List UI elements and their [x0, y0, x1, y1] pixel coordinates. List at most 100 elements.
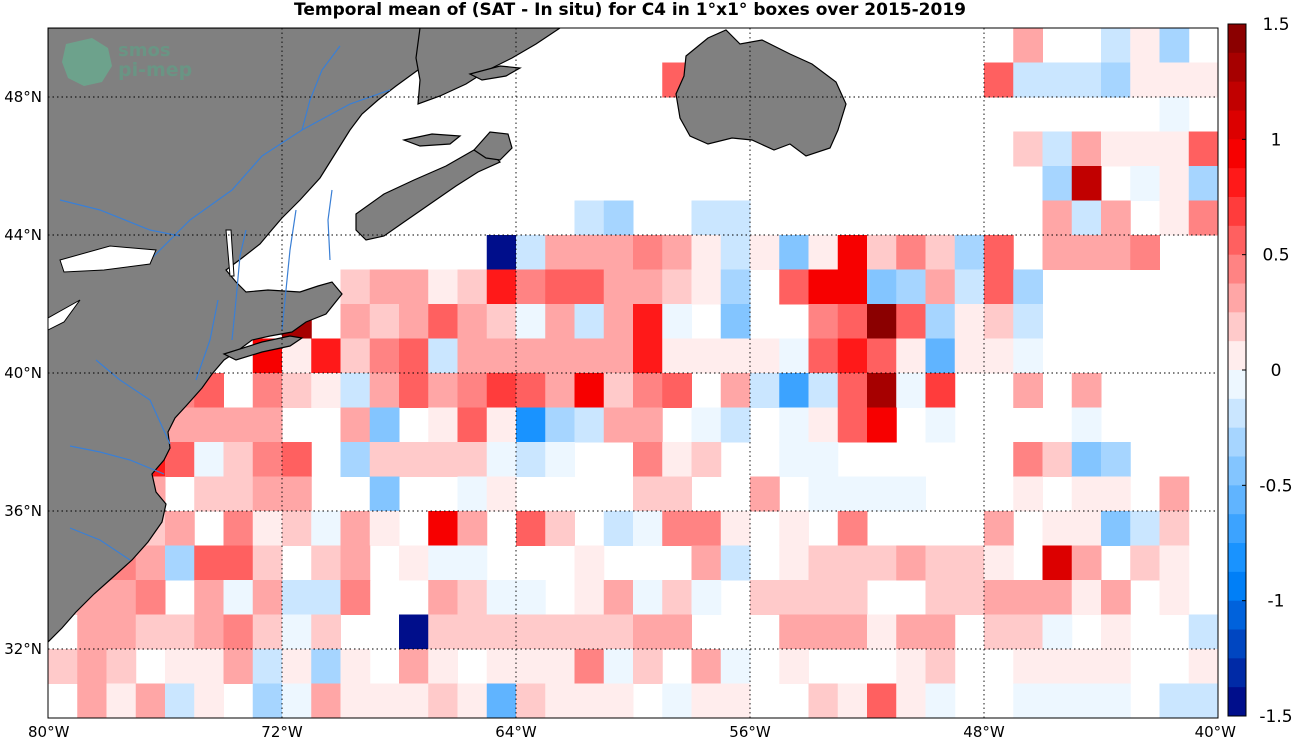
axis-tick-labels: 80°W 72°W 64°W 56°W 48°W 40°W 32°N 36°N 40°N 44°N…: [4, 88, 1236, 739]
heatmap-cell: [720, 511, 751, 546]
heatmap-cell: [1013, 62, 1043, 98]
heatmap-cell: [633, 304, 663, 339]
heatmap-cell: [896, 614, 926, 650]
heatmap-cell: [1071, 649, 1102, 684]
heatmap-cell: [457, 545, 488, 581]
heatmap-cell: [1188, 683, 1218, 718]
colorbar-segment: [1228, 600, 1246, 630]
heatmap-cell: [1013, 373, 1043, 408]
heatmap-cell: [720, 545, 751, 581]
heatmap-cell: [457, 304, 488, 339]
heatmap-cell: [486, 269, 517, 305]
heatmap-cell: [282, 511, 312, 546]
heatmap-cell: [1042, 545, 1073, 581]
heatmap-cell: [867, 407, 897, 443]
heatmap-cell: [399, 545, 429, 581]
heatmap-cell: [1130, 511, 1160, 546]
heatmap-cell: [808, 269, 839, 305]
heatmap-cell: [603, 373, 634, 408]
heatmap-cell: [779, 373, 809, 408]
heatmap-cell: [399, 649, 429, 684]
heatmap-cell: [925, 614, 956, 650]
heatmap-cell: [457, 373, 488, 408]
river-susquehanna: [95, 359, 171, 445]
heatmap-cell: [1042, 683, 1073, 718]
heatmap-cell: [1159, 166, 1190, 201]
land-cape-breton: [473, 131, 513, 161]
heatmap-cell: [369, 407, 400, 443]
heatmap-cell: [165, 511, 195, 546]
heatmap-cell: [399, 683, 429, 718]
colorbar-segment: [1228, 485, 1246, 515]
heatmap-cell: [984, 62, 1014, 98]
heatmap-cell: [1130, 166, 1160, 201]
heatmap-cell: [1101, 235, 1131, 270]
heatmap-cell: [1071, 131, 1102, 167]
lon-tick-label: 40°W: [1195, 723, 1237, 739]
heatmap-cell: [633, 235, 663, 270]
heatmap-cell: [194, 683, 224, 718]
heatmap-cell: [691, 407, 722, 443]
heatmap-cell: [165, 649, 195, 684]
colorbar-segment: [1228, 312, 1246, 342]
heatmap-cell: [223, 442, 254, 477]
heatmap-cell: [545, 614, 575, 650]
heatmap-cell: [925, 545, 956, 581]
heatmap-cell: [925, 304, 956, 339]
heatmap-cell: [252, 545, 283, 581]
heatmap-cell: [574, 649, 605, 684]
heatmap-cell: [1188, 614, 1218, 650]
colorbar-segment: [1228, 341, 1246, 371]
heatmap-cell: [457, 511, 488, 546]
heatmap-cell: [662, 304, 692, 339]
heatmap-cell: [1130, 545, 1160, 581]
heatmap-cell: [691, 649, 722, 684]
heatmap-cell: [896, 338, 926, 374]
heatmap-cell: [1071, 580, 1102, 615]
heatmap-cell: [311, 511, 341, 546]
heatmap-cell: [340, 580, 371, 615]
heatmap-cell: [0, 684, 19, 719]
heatmap-cell: [1159, 97, 1190, 132]
heatmap-cell: [662, 511, 692, 546]
river-hudson: [231, 229, 247, 341]
heatmap-cell: [545, 511, 575, 546]
lat-tick-label: 36°N: [4, 502, 42, 520]
heatmap-cell: [428, 269, 458, 305]
heatmap-cell: [691, 235, 722, 270]
heatmap-cell: [457, 269, 488, 305]
colorbar-segment: [1228, 283, 1246, 313]
heatmap-cell: [1188, 166, 1218, 201]
heatmap-cell: [516, 235, 546, 270]
heatmap-cell: [720, 683, 751, 718]
heatmap-cell: [984, 304, 1014, 339]
heatmap-cell: [837, 683, 868, 718]
heatmap-cell: [282, 649, 312, 684]
heatmap-cell: [720, 338, 751, 374]
land-gaspe-labrador: [415, 28, 562, 105]
heatmap-cell: [369, 373, 400, 408]
colorbar-segment: [1228, 139, 1246, 169]
heatmap-cell: [574, 614, 605, 650]
heatmap-cell: [223, 407, 254, 443]
heatmap-cell: [954, 235, 985, 270]
heatmap-cell: [194, 545, 224, 581]
colorbar-segment: [1228, 197, 1246, 227]
heatmap-cell: [925, 269, 956, 305]
heatmap-cell: [1071, 442, 1102, 477]
heatmap-cell: [720, 235, 751, 270]
heatmap-cell: [369, 269, 400, 305]
heatmap-cell: [516, 649, 546, 684]
heatmap-cell: [1013, 131, 1043, 167]
land-newfoundland: [675, 29, 847, 157]
colorbar-tick-label: -1: [1268, 592, 1285, 612]
colorbar-tick-label: -1.5: [1259, 707, 1292, 727]
heatmap-cell: [282, 614, 312, 650]
heatmap-cell: [1071, 373, 1102, 408]
heatmap-cell: [691, 269, 722, 305]
heatmap-cell: [369, 442, 400, 477]
heatmap-cell: [691, 580, 722, 615]
lake-ontario: [59, 245, 157, 273]
heatmap-cell: [1159, 476, 1190, 512]
